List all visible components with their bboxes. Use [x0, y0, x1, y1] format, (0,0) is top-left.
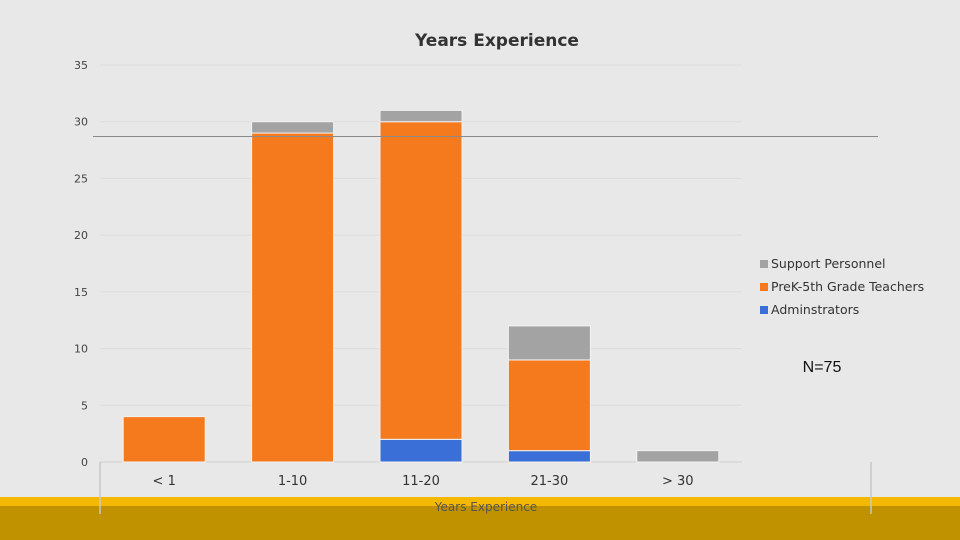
- bar-segment: [507, 359, 591, 452]
- x-tick-label: 11-20: [402, 474, 440, 489]
- y-tick-label: 35: [74, 59, 88, 72]
- bars: [122, 109, 720, 463]
- legend-swatch: [760, 260, 768, 268]
- legend-entry: Adminstrators: [771, 302, 859, 317]
- y-axis-ticks: 0 5 10 15 20 25 30 35: [74, 59, 88, 469]
- footer-band-light: [0, 497, 960, 506]
- legend-swatch: [760, 283, 768, 291]
- y-tick-label: 25: [74, 172, 88, 185]
- bar-segment: [636, 450, 720, 463]
- chart-title: Years Experience: [414, 31, 579, 51]
- x-tick-label: < 1: [153, 474, 176, 489]
- sample-size-annotation: N=75: [803, 359, 842, 376]
- y-tick-label: 0: [81, 456, 88, 469]
- x-tick-label: > 30: [662, 474, 694, 489]
- x-tick-label: 21-30: [531, 474, 569, 489]
- bar-segment: [251, 132, 335, 463]
- footer-band-dark: [0, 506, 960, 540]
- y-tick-label: 10: [74, 343, 88, 356]
- y-tick-label: 15: [74, 286, 88, 299]
- y-tick-label: 30: [74, 116, 88, 129]
- bar-segment: [122, 416, 206, 463]
- bar-segment: [379, 109, 463, 123]
- legend: Support Personnel PreK-5th Grade Teachers…: [760, 256, 924, 317]
- x-axis-label: Years Experience: [434, 500, 537, 514]
- legend-swatch: [760, 306, 768, 314]
- legend-entry: Support Personnel: [771, 256, 885, 271]
- x-axis-ticks: < 1 1-10 11-20 21-30 > 30: [153, 474, 694, 489]
- bar-segment: [379, 121, 463, 440]
- bar-segment: [507, 325, 591, 361]
- y-tick-label: 20: [74, 229, 88, 242]
- x-tick-label: 1-10: [278, 474, 308, 489]
- y-tick-label: 5: [81, 399, 88, 412]
- legend-entry: PreK-5th Grade Teachers: [771, 279, 924, 294]
- bar-segment: [379, 438, 463, 463]
- bar-segment: [507, 450, 591, 463]
- bar-segment: [251, 121, 335, 134]
